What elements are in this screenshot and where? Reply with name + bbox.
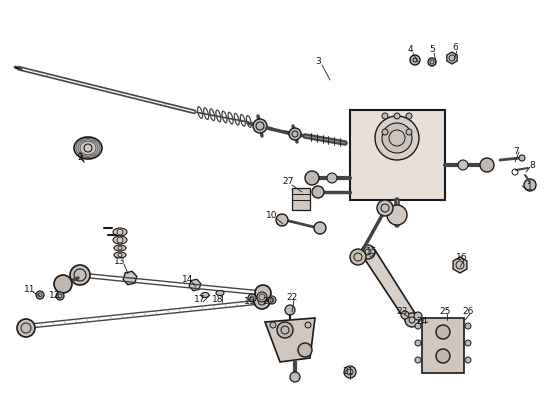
Circle shape: [36, 291, 44, 299]
Circle shape: [285, 305, 295, 315]
Circle shape: [519, 155, 525, 161]
Polygon shape: [265, 318, 315, 362]
Text: 19: 19: [244, 298, 256, 306]
Circle shape: [415, 323, 421, 329]
Text: 11: 11: [24, 286, 36, 294]
Text: 22: 22: [287, 294, 298, 302]
Ellipse shape: [114, 245, 126, 251]
Circle shape: [361, 245, 375, 259]
Circle shape: [56, 292, 64, 300]
Circle shape: [70, 265, 90, 285]
Text: 21: 21: [342, 368, 354, 376]
Circle shape: [465, 323, 471, 329]
Text: 7: 7: [513, 148, 519, 156]
Circle shape: [312, 186, 324, 198]
Text: 18: 18: [212, 296, 224, 304]
Circle shape: [327, 173, 337, 183]
Text: 26: 26: [463, 308, 474, 316]
Circle shape: [289, 128, 301, 140]
Circle shape: [305, 322, 311, 328]
Text: 4: 4: [407, 46, 413, 54]
Text: 20: 20: [262, 298, 274, 306]
Circle shape: [406, 129, 412, 135]
Circle shape: [268, 296, 276, 304]
Circle shape: [270, 322, 276, 328]
Circle shape: [394, 113, 400, 119]
Text: 12: 12: [50, 290, 60, 300]
Circle shape: [314, 222, 326, 234]
Ellipse shape: [74, 137, 102, 159]
Circle shape: [305, 171, 319, 185]
Circle shape: [480, 158, 494, 172]
Text: 8: 8: [529, 160, 535, 170]
Circle shape: [387, 205, 407, 225]
Text: 3: 3: [315, 58, 321, 66]
Text: 17: 17: [194, 296, 206, 304]
Circle shape: [382, 113, 388, 119]
Bar: [422, 318, 464, 373]
Circle shape: [406, 113, 412, 119]
Text: 5: 5: [429, 46, 435, 54]
Text: 2: 2: [77, 154, 83, 162]
Polygon shape: [360, 250, 418, 320]
Text: 6: 6: [452, 44, 458, 52]
Ellipse shape: [216, 290, 224, 296]
Circle shape: [257, 292, 267, 302]
Circle shape: [290, 372, 300, 382]
Circle shape: [415, 340, 421, 346]
Text: 25: 25: [439, 308, 450, 316]
Circle shape: [382, 123, 412, 153]
Circle shape: [377, 200, 393, 216]
Circle shape: [375, 116, 419, 160]
Circle shape: [382, 129, 388, 135]
Circle shape: [17, 319, 35, 337]
Circle shape: [253, 119, 267, 133]
Text: 23: 23: [397, 308, 408, 316]
Circle shape: [255, 285, 271, 301]
Circle shape: [415, 357, 421, 363]
Bar: [292, 188, 310, 210]
Circle shape: [277, 322, 293, 338]
Circle shape: [344, 366, 356, 378]
Circle shape: [410, 55, 420, 65]
Circle shape: [465, 340, 471, 346]
Text: 10: 10: [266, 210, 278, 220]
Circle shape: [436, 349, 450, 363]
Ellipse shape: [113, 236, 127, 244]
Circle shape: [428, 58, 436, 66]
Circle shape: [458, 160, 468, 170]
Ellipse shape: [113, 228, 127, 236]
Circle shape: [254, 293, 270, 309]
Bar: [350, 110, 445, 200]
Circle shape: [401, 311, 409, 319]
Text: 24: 24: [416, 318, 428, 326]
Ellipse shape: [114, 252, 126, 258]
Text: 1: 1: [527, 184, 533, 192]
Circle shape: [524, 179, 536, 191]
Text: 14: 14: [182, 276, 194, 284]
Circle shape: [405, 313, 419, 327]
Text: 16: 16: [456, 254, 468, 262]
Circle shape: [465, 357, 471, 363]
Circle shape: [414, 312, 422, 320]
Text: 13: 13: [114, 258, 126, 266]
Circle shape: [54, 275, 72, 293]
Text: 27: 27: [282, 178, 294, 186]
Circle shape: [436, 325, 450, 339]
Circle shape: [350, 249, 366, 265]
Circle shape: [298, 343, 312, 357]
Text: 15: 15: [366, 248, 378, 256]
Circle shape: [276, 214, 288, 226]
Circle shape: [248, 294, 256, 302]
Ellipse shape: [201, 292, 209, 298]
